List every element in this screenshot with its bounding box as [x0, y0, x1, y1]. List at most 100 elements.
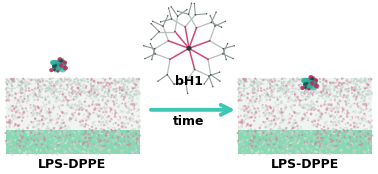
Point	[135, 80, 141, 83]
Point	[111, 90, 117, 93]
Point	[62, 80, 68, 82]
Point	[116, 142, 122, 145]
Point	[352, 102, 358, 105]
Point	[265, 107, 271, 110]
Point	[108, 118, 115, 121]
Point	[8, 120, 14, 123]
Point	[74, 108, 80, 110]
Point	[104, 93, 110, 96]
Point	[333, 121, 339, 124]
Point	[108, 96, 114, 99]
Point	[313, 92, 319, 95]
Point	[266, 149, 272, 152]
Point	[330, 127, 336, 130]
Point	[309, 120, 315, 123]
Point	[327, 90, 333, 93]
Point	[35, 106, 41, 109]
Point	[236, 121, 242, 124]
Point	[335, 84, 341, 87]
Point	[343, 96, 349, 99]
Point	[331, 87, 337, 90]
Point	[276, 128, 282, 130]
Point	[272, 131, 278, 134]
Point	[6, 130, 12, 133]
Point	[36, 87, 42, 89]
Point	[251, 81, 257, 83]
Point	[314, 100, 320, 103]
Point	[124, 93, 130, 95]
Point	[70, 114, 76, 117]
Point	[344, 135, 350, 137]
Point	[248, 84, 254, 87]
Ellipse shape	[310, 78, 318, 86]
Point	[338, 120, 344, 122]
Circle shape	[56, 70, 59, 73]
Point	[309, 103, 315, 105]
Point	[53, 98, 59, 100]
Point	[283, 127, 289, 129]
Point	[265, 140, 271, 143]
Point	[9, 121, 15, 124]
Point	[270, 111, 276, 114]
Point	[314, 87, 321, 89]
Point	[339, 77, 345, 80]
Point	[290, 85, 296, 87]
Point	[256, 85, 262, 88]
Point	[249, 80, 256, 83]
Point	[339, 86, 345, 89]
Point	[302, 93, 308, 96]
Circle shape	[150, 39, 152, 40]
Point	[325, 139, 332, 142]
Point	[18, 80, 24, 82]
Point	[16, 79, 22, 82]
Point	[304, 95, 310, 98]
Point	[342, 140, 348, 143]
Point	[74, 78, 81, 81]
Point	[249, 134, 255, 137]
Point	[345, 94, 351, 96]
Point	[38, 131, 44, 134]
Point	[118, 128, 124, 130]
Point	[313, 89, 319, 92]
Point	[273, 116, 279, 119]
Point	[51, 83, 57, 86]
Point	[4, 90, 10, 93]
Point	[308, 112, 314, 115]
Point	[126, 100, 132, 103]
Point	[330, 147, 336, 150]
Point	[279, 116, 285, 119]
Point	[272, 144, 278, 147]
Circle shape	[162, 25, 164, 27]
Point	[258, 124, 264, 126]
Point	[344, 115, 350, 118]
Point	[121, 93, 127, 96]
Point	[363, 108, 369, 111]
Point	[52, 143, 58, 146]
Point	[55, 148, 61, 150]
Point	[290, 134, 296, 137]
Point	[53, 88, 59, 91]
Point	[298, 109, 304, 112]
Ellipse shape	[56, 60, 60, 65]
Point	[317, 142, 323, 145]
Point	[311, 105, 318, 108]
Circle shape	[206, 13, 207, 14]
Ellipse shape	[59, 62, 64, 67]
Point	[357, 79, 363, 82]
Point	[112, 135, 118, 137]
Point	[45, 145, 51, 148]
Point	[366, 102, 372, 105]
Point	[264, 84, 270, 87]
Point	[294, 125, 300, 128]
Point	[311, 78, 317, 81]
Point	[82, 79, 88, 82]
Point	[326, 88, 332, 91]
Point	[313, 133, 319, 136]
Point	[244, 80, 250, 83]
Point	[332, 94, 338, 97]
Point	[18, 140, 24, 143]
Point	[125, 130, 131, 133]
Circle shape	[57, 57, 62, 62]
Point	[62, 96, 68, 98]
Point	[38, 149, 44, 152]
